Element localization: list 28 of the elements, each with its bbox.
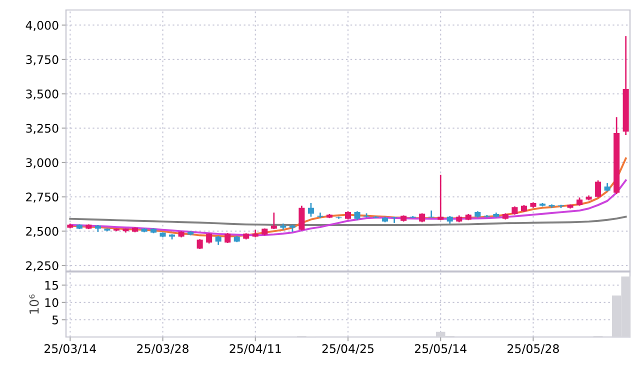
y-tick-label: 2,250 <box>26 261 58 272</box>
y-tick-label: 2,500 <box>26 226 58 238</box>
y-tick-label: 3,000 <box>26 158 58 168</box>
candlestick <box>206 232 212 244</box>
candlestick <box>438 174 444 221</box>
x-tick-label: 25/03/14 <box>44 344 96 354</box>
candlestick <box>428 210 434 218</box>
y-tick-label: 3,250 <box>26 124 58 134</box>
y-tick-label: 3,750 <box>26 55 58 66</box>
candlestick <box>270 212 277 230</box>
x-tick-label: 25/04/25 <box>322 344 374 354</box>
y-tick-label: 4,000 <box>26 20 58 31</box>
candlestick <box>196 238 203 250</box>
y-tick-label: 15 <box>45 281 58 290</box>
line-series <box>69 179 627 236</box>
y-tick-label: 2,750 <box>26 192 58 203</box>
y-tick-label: 10 <box>45 298 58 308</box>
x-tick-label: 25/03/28 <box>137 344 188 354</box>
y-axis-title: 10⁶ <box>29 294 39 314</box>
candlestick <box>224 232 231 244</box>
y-tick-label: 5 <box>52 316 58 324</box>
y-tick-label: 3,500 <box>26 90 58 100</box>
x-tick-label: 25/04/11 <box>230 344 281 354</box>
candlestick <box>595 180 602 198</box>
x-tick-label: 25/05/14 <box>414 344 466 354</box>
candlestick <box>298 205 305 232</box>
candlestick <box>308 202 314 218</box>
x-tick-label: 25/05/28 <box>508 344 559 354</box>
